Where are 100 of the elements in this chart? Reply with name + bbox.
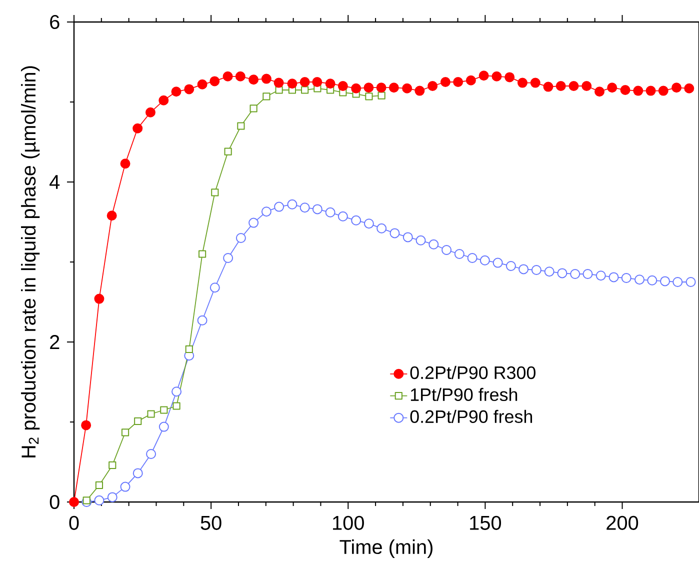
y-tick-label: 2 [50,335,60,349]
point [197,79,208,90]
point [94,294,104,304]
point [235,71,246,82]
point [672,82,682,93]
point [261,206,272,217]
legend-label: 1Pt/P90 fresh [410,388,518,402]
legend-label: 0.2Pt/P90 fresh [410,410,532,423]
point [582,80,592,91]
point [684,83,694,94]
point [414,86,425,96]
point [633,86,644,96]
point [634,274,645,285]
point [69,497,79,507]
x-tick-label: 200 [606,516,638,530]
point [275,86,283,94]
point [480,255,490,266]
point [120,158,130,169]
point [402,83,412,94]
point [107,492,118,502]
point [466,75,476,86]
point [364,218,374,229]
y-tick-label: 4 [50,175,60,189]
point [492,71,502,82]
x-tick-label: 150 [470,516,502,530]
point [197,315,208,326]
x-tick-label: 0 [69,516,79,530]
point [184,84,194,94]
point [82,496,90,504]
point [146,449,156,459]
point [454,249,464,259]
point [300,202,310,213]
point [365,92,373,100]
point [686,277,696,287]
point [607,82,618,93]
point [568,80,579,91]
x-axis-title: Time (min) [340,539,432,558]
point [556,80,566,91]
point [262,92,270,100]
y-tick-label: 0 [50,494,60,510]
point [338,80,348,91]
point [390,228,400,238]
point [211,188,219,196]
point [210,282,220,293]
x-tick-label: 50 [200,516,222,530]
point [428,239,439,250]
point [543,82,554,92]
point [81,420,92,430]
point [145,107,156,118]
point [301,86,309,94]
point [121,428,130,436]
point [582,269,593,279]
point [287,199,298,210]
point [646,86,656,96]
point [621,273,632,283]
point [287,78,298,89]
point [224,148,232,156]
point [478,70,489,81]
point [172,402,180,410]
point [504,72,515,82]
point [134,417,142,425]
point [376,223,387,234]
point [594,86,604,97]
point [172,386,182,397]
point [132,123,143,134]
point [158,422,169,432]
point [237,122,245,130]
point [518,264,529,274]
point [338,211,348,222]
point [95,481,104,489]
point [672,277,683,287]
point [620,84,630,95]
point [660,276,670,286]
point [596,270,606,281]
point [300,76,310,87]
point [250,104,258,112]
point [378,92,386,100]
point [402,232,413,242]
point [440,76,450,87]
point [530,78,540,88]
point [248,218,259,228]
point [388,82,399,93]
point [517,78,528,88]
point [442,245,452,255]
point [312,204,322,214]
point [428,80,438,91]
point [132,468,143,478]
point [274,202,284,212]
point [160,406,168,414]
y-axis-title: H$_{2}$ production rate in liquid phase (µmol/min) [21,66,40,458]
point [158,95,169,106]
point [185,345,193,353]
point [325,207,336,218]
point [608,272,619,282]
point [147,410,155,418]
y-tick-label: 6 [50,14,60,30]
point [557,268,568,278]
point [506,261,516,271]
point [351,83,362,94]
point [351,215,362,226]
